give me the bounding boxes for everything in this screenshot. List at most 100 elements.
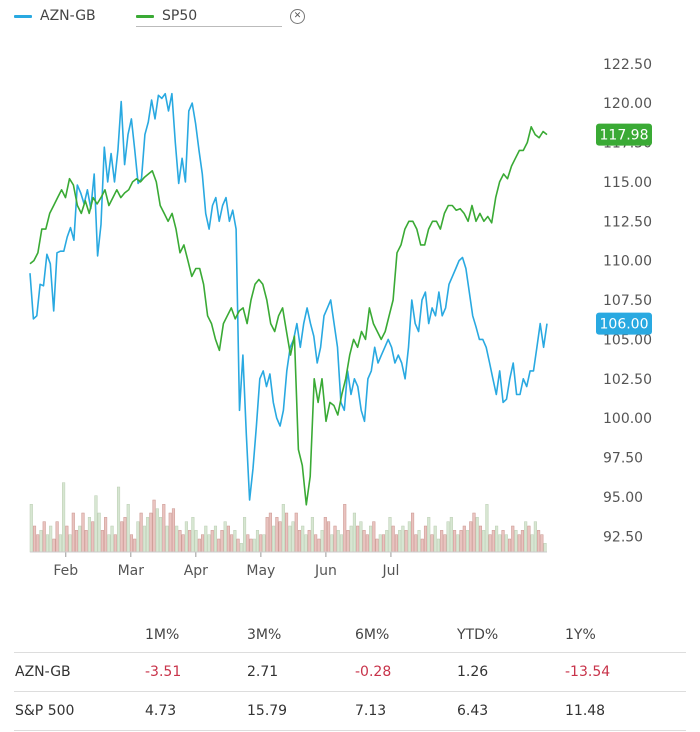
volume-bar bbox=[272, 525, 276, 553]
volume-bar bbox=[533, 521, 537, 553]
volume-bar bbox=[32, 525, 37, 553]
volume-bar bbox=[36, 534, 40, 553]
volume-bar bbox=[339, 534, 344, 553]
volume-bar bbox=[246, 534, 250, 553]
volume-bar bbox=[84, 530, 88, 553]
volume-bar bbox=[478, 525, 482, 553]
volume-bar bbox=[495, 525, 499, 553]
chart-legend: AZN-GB SP50 ✕ bbox=[0, 0, 700, 34]
volume-bar bbox=[485, 504, 489, 553]
volume-bar bbox=[97, 512, 101, 553]
volume-bar bbox=[446, 521, 450, 553]
volume-bar bbox=[29, 504, 33, 553]
volume-bar bbox=[197, 538, 201, 553]
table-header: 6M% bbox=[355, 627, 390, 643]
x-tick-label: Apr bbox=[184, 563, 208, 579]
volume-bar bbox=[139, 512, 143, 553]
volume-bar bbox=[107, 534, 111, 553]
table-cell: -3.51 bbox=[144, 652, 246, 692]
table-header bbox=[14, 618, 144, 653]
volume-bar bbox=[462, 525, 466, 553]
volume-bar bbox=[194, 530, 198, 553]
volume-bar bbox=[213, 525, 218, 553]
row-label: S&P 500 bbox=[14, 691, 144, 731]
legend-item-compare[interactable]: SP50 bbox=[136, 8, 282, 27]
x-tick-label: Mar bbox=[118, 563, 145, 579]
volume-bar bbox=[94, 495, 98, 553]
volume-bar bbox=[314, 534, 318, 553]
volume-bar bbox=[443, 534, 447, 553]
volume-bar bbox=[420, 538, 424, 553]
y-tick-label: 122.50 bbox=[603, 57, 652, 73]
volume-bar bbox=[210, 530, 214, 553]
volume-bar bbox=[278, 521, 282, 553]
volume-bar bbox=[249, 538, 253, 553]
volume-bar bbox=[407, 521, 411, 553]
volume-bar bbox=[178, 530, 182, 553]
y-tick-label: 95.00 bbox=[603, 490, 643, 506]
volume-bar bbox=[330, 534, 334, 553]
volume-bar bbox=[530, 534, 534, 553]
volume-bar bbox=[120, 521, 124, 553]
volume-bar bbox=[126, 504, 130, 553]
y-tick-label: 97.50 bbox=[603, 451, 643, 467]
volume-bar bbox=[78, 525, 82, 553]
volume-bar bbox=[469, 521, 473, 553]
volume-bar bbox=[514, 530, 518, 553]
volume-bar bbox=[155, 508, 159, 553]
volume-bar bbox=[385, 530, 389, 553]
table-cell: 11.48 bbox=[564, 691, 686, 731]
volume-bar bbox=[175, 525, 179, 553]
volume-bar bbox=[191, 517, 195, 553]
volume-bar bbox=[262, 534, 266, 553]
compare-symbol-field[interactable]: SP50 bbox=[136, 8, 282, 27]
close-circle-icon[interactable]: ✕ bbox=[290, 9, 305, 24]
volume-bar bbox=[146, 517, 150, 553]
performance-table: 1M% 3M% 6M% YTD% 1Y% AZN-GB -3.51 2.71 -… bbox=[14, 618, 686, 731]
volume-bar bbox=[381, 534, 386, 553]
volume-bar bbox=[201, 534, 205, 553]
legend-label-compare: SP50 bbox=[162, 8, 198, 24]
volume-bar bbox=[204, 525, 208, 553]
volume-bar bbox=[482, 530, 486, 553]
table-header: 1M% bbox=[145, 627, 180, 643]
volume-bar bbox=[297, 530, 302, 553]
table-cell: 1.26 bbox=[456, 652, 564, 692]
volume-bar bbox=[165, 525, 169, 553]
volume-bar bbox=[411, 512, 415, 553]
last-value-label-azn-gb: 106.00 bbox=[600, 317, 649, 333]
y-tick-label: 120.00 bbox=[603, 96, 652, 112]
volume-bar bbox=[369, 525, 373, 553]
volume-bar bbox=[488, 534, 492, 553]
volume-bar bbox=[129, 534, 134, 553]
volume-bar bbox=[294, 512, 298, 553]
volume-bar bbox=[507, 538, 512, 553]
table-cell: 4.73 bbox=[144, 691, 246, 731]
volume-bar bbox=[259, 534, 263, 553]
volume-bar bbox=[65, 525, 69, 553]
volume-bar bbox=[233, 530, 237, 553]
legend-swatch-compare bbox=[136, 14, 154, 18]
legend-item-primary: AZN-GB bbox=[14, 8, 96, 24]
volume-bar bbox=[491, 530, 495, 553]
volume-bar bbox=[498, 534, 502, 553]
volume-bar bbox=[133, 538, 137, 553]
x-tick-label: May bbox=[246, 563, 275, 579]
table-cell: 2.71 bbox=[246, 652, 354, 692]
volume-bar bbox=[45, 534, 49, 553]
volume-bar bbox=[453, 530, 457, 553]
volume-bar bbox=[378, 534, 382, 553]
volume-bar bbox=[465, 530, 470, 553]
volume-bar bbox=[352, 512, 356, 553]
volume-bar bbox=[291, 521, 295, 553]
row-label: AZN-GB bbox=[14, 652, 144, 692]
table-row: AZN-GB -3.51 2.71 -0.28 1.26 -13.54 bbox=[14, 652, 686, 692]
y-tick-label: 112.50 bbox=[603, 214, 652, 230]
volume-bar bbox=[104, 517, 108, 553]
volume-bar bbox=[91, 521, 95, 553]
volume-bar bbox=[307, 530, 311, 553]
volume-bar bbox=[310, 517, 314, 553]
volume-bar bbox=[359, 521, 363, 553]
volume-bar bbox=[537, 530, 541, 553]
volume-bar bbox=[181, 534, 185, 553]
